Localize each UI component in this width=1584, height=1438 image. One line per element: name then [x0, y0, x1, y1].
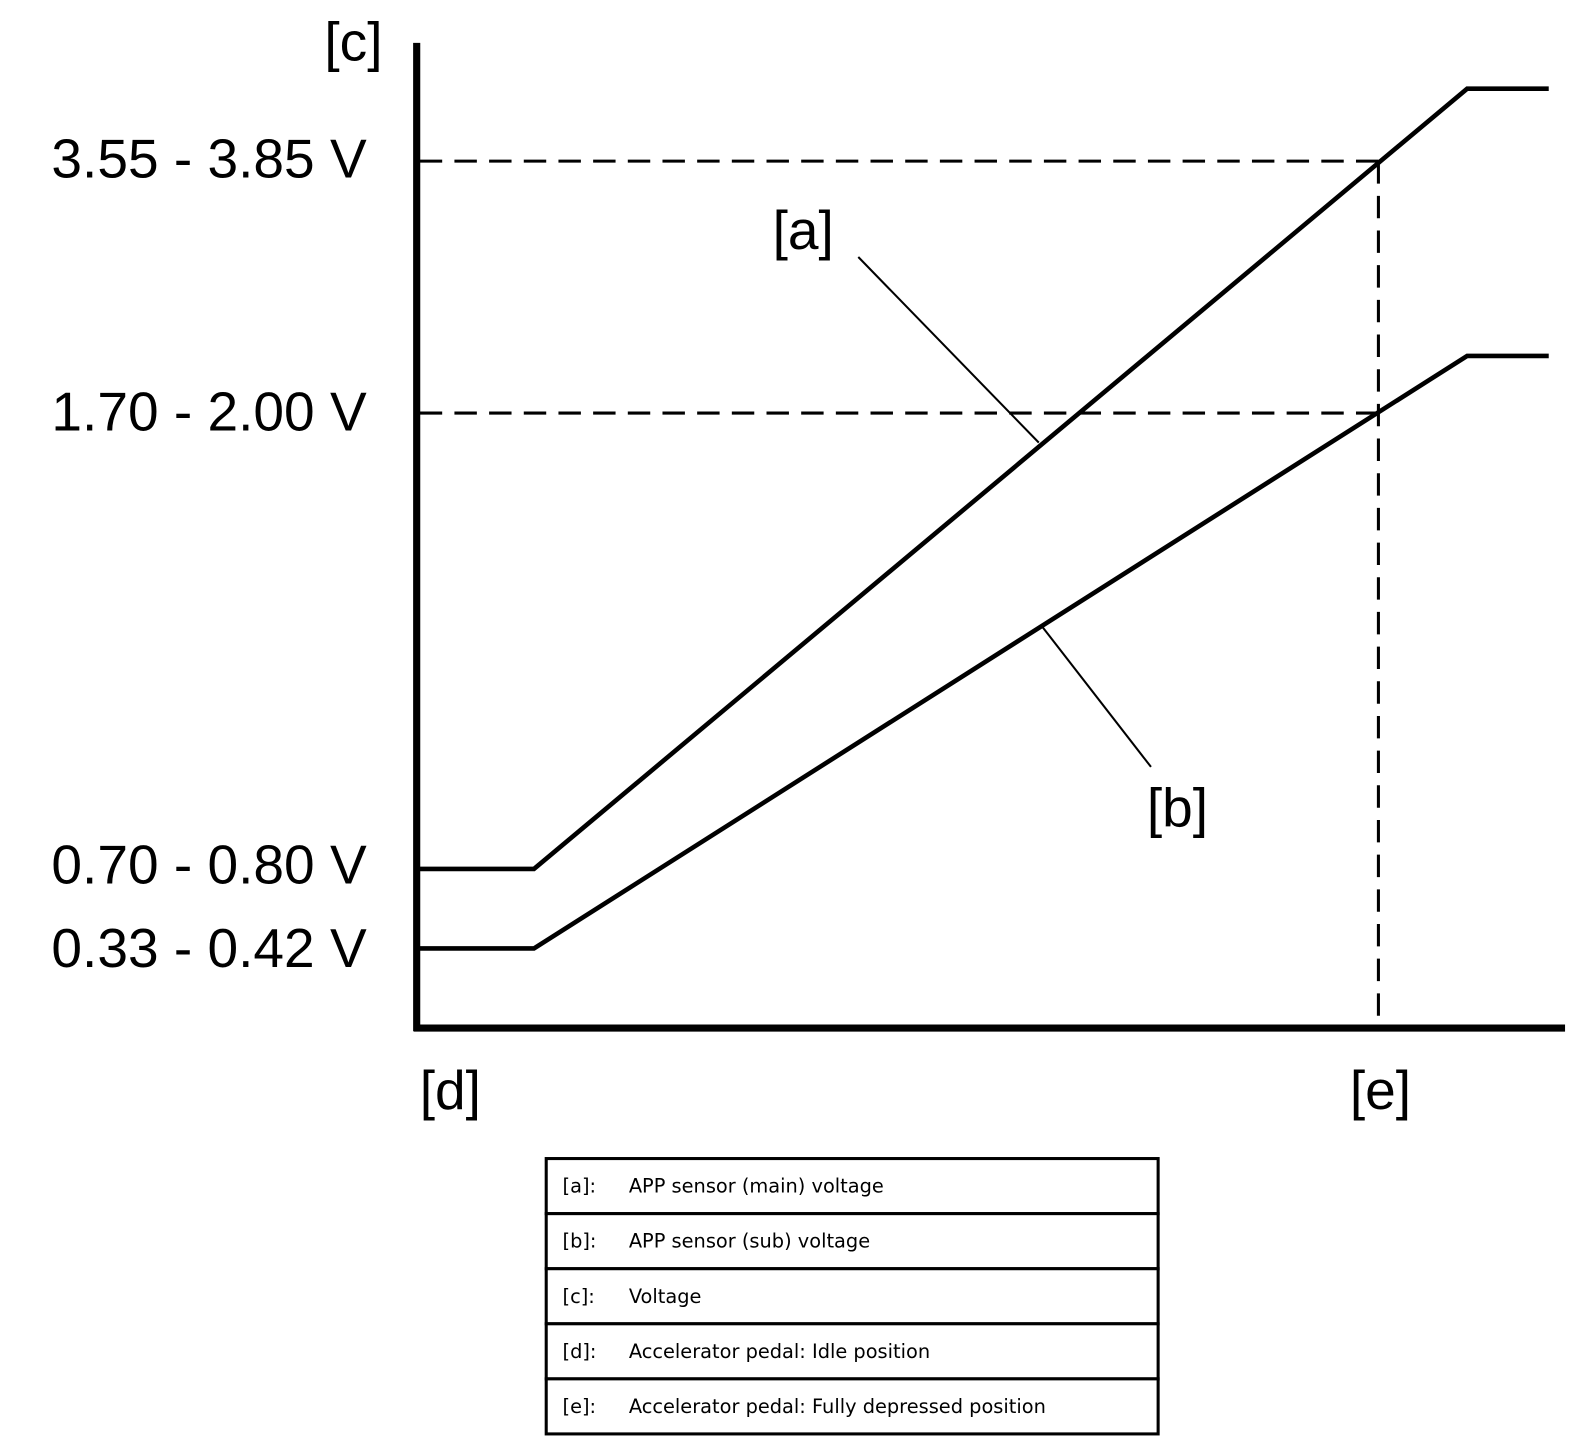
- leader-b: [1041, 625, 1152, 768]
- legend-desc: Accelerator pedal: Fully depressed posit…: [629, 1395, 1046, 1418]
- y-label: 0.70 - 0.80 V: [51, 833, 367, 895]
- curves: [419, 86, 1549, 951]
- curve-a: [419, 86, 1549, 872]
- legend-desc: APP sensor (main) voltage: [629, 1175, 884, 1198]
- legend-key: [b]:: [563, 1230, 597, 1253]
- leaders: [857, 256, 1152, 768]
- curve-label: [b]: [1147, 776, 1208, 838]
- legend-key: [d]:: [563, 1340, 597, 1363]
- legend-row: [544, 1267, 1160, 1326]
- legend-desc: APP sensor (sub) voltage: [629, 1230, 870, 1253]
- reference-lines: [419, 159, 1380, 1029]
- x-label: [d]: [420, 1059, 481, 1121]
- legend-row: [544, 1212, 1160, 1271]
- legend-key: [e]:: [563, 1395, 597, 1418]
- y-label: 0.33 - 0.42 V: [51, 917, 367, 979]
- legend-key: [c]:: [563, 1285, 595, 1308]
- x-label: [e]: [1350, 1059, 1411, 1121]
- legend-desc: Accelerator pedal: Idle position: [629, 1340, 930, 1363]
- axes: [413, 42, 1566, 1032]
- curve-b: [419, 353, 1549, 951]
- legend-key: [a]:: [563, 1175, 597, 1198]
- y-label: 1.70 - 2.00 V: [51, 381, 367, 443]
- legend-row: [544, 1377, 1160, 1436]
- y-label: 3.55 - 3.85 V: [51, 128, 367, 190]
- legend-desc: Voltage: [629, 1285, 702, 1308]
- y-axis-label: [c]: [324, 10, 382, 72]
- leader-a: [857, 256, 1040, 444]
- legend-table: [a]: APP sensor (main) voltage [b]: APP sen…: [544, 1157, 1160, 1436]
- curve-label: [a]: [773, 199, 834, 261]
